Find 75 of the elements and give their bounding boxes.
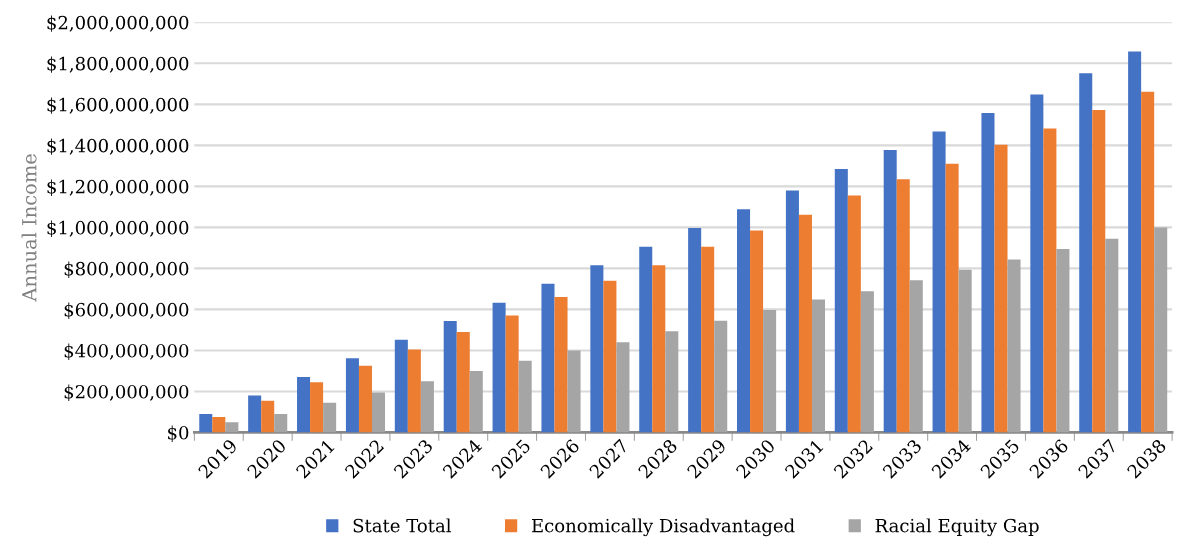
y-tick-label: $200,000,000	[64, 384, 189, 401]
bar	[274, 413, 288, 433]
bar	[896, 179, 910, 433]
bar	[763, 310, 777, 433]
bar	[469, 370, 483, 433]
bar	[248, 395, 262, 433]
y-tick-label: $2,000,000,000	[47, 15, 189, 32]
y-axis-title: Annual Income	[21, 154, 37, 302]
y-tick-label: $800,000,000	[64, 261, 189, 278]
y-tick-label: $1,800,000,000	[47, 56, 189, 73]
bar	[505, 315, 519, 433]
bar	[603, 280, 617, 433]
bar	[1043, 128, 1057, 433]
bar	[456, 331, 470, 433]
y-tick-label: $1,200,000,000	[47, 179, 189, 196]
bar	[883, 150, 897, 433]
bar	[714, 320, 728, 433]
y-tick-label: $1,600,000,000	[47, 97, 189, 114]
bar	[909, 280, 923, 433]
bar	[1105, 238, 1119, 433]
y-tick-label: $1,400,000,000	[47, 138, 189, 155]
bar	[492, 302, 506, 433]
y-tick-label: $600,000,000	[64, 302, 189, 319]
bar	[590, 265, 604, 433]
bar	[518, 360, 532, 433]
y-tick-label: $1,000,000,000	[47, 220, 189, 237]
bar	[811, 299, 826, 433]
bar	[688, 228, 702, 433]
bar	[665, 331, 679, 433]
bar	[932, 131, 946, 433]
bar	[737, 209, 751, 433]
legend-label: Racial Equity Gap	[875, 518, 1039, 537]
bar	[310, 382, 324, 433]
bar	[1154, 227, 1168, 433]
bar	[1079, 73, 1093, 433]
bar	[297, 377, 311, 433]
bar	[225, 422, 239, 433]
bar	[639, 246, 653, 433]
bar	[394, 339, 408, 433]
bar	[420, 381, 434, 433]
bar	[994, 144, 1008, 433]
bar	[1128, 51, 1142, 433]
y-tick-label: $400,000,000	[64, 343, 189, 360]
bar	[798, 214, 812, 433]
legend-label: State Total	[353, 518, 451, 533]
bar	[323, 402, 337, 433]
bar	[443, 321, 457, 433]
bar	[701, 246, 715, 433]
bar	[847, 195, 861, 433]
bar	[407, 349, 421, 433]
bar	[1056, 248, 1070, 433]
bar	[212, 417, 226, 433]
bar	[958, 269, 972, 433]
bar	[1007, 259, 1021, 433]
bar	[945, 163, 959, 433]
bar	[785, 190, 799, 433]
bar	[199, 413, 213, 433]
bar	[1141, 91, 1155, 433]
bar	[567, 350, 581, 433]
bar	[1030, 94, 1044, 433]
bar	[834, 168, 848, 433]
bar	[616, 342, 630, 433]
bar	[554, 297, 568, 433]
bar	[652, 265, 666, 433]
y-tick-label: $0	[168, 425, 189, 442]
bar	[371, 392, 386, 433]
bar	[860, 291, 874, 433]
bar	[1092, 110, 1106, 433]
bar	[261, 400, 275, 433]
legend-label: Economically Disadvantaged	[531, 518, 795, 537]
bar	[750, 230, 764, 433]
bar	[345, 358, 359, 433]
bar	[358, 365, 372, 433]
bar	[981, 112, 995, 433]
bar	[541, 283, 555, 433]
